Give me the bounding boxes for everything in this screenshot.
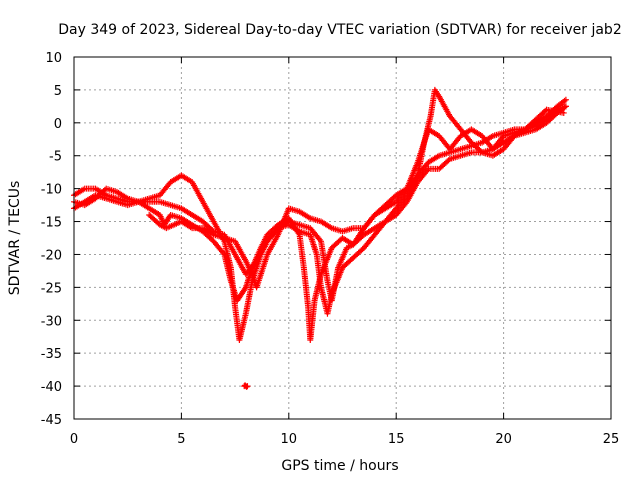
y-tick-label: 10 bbox=[45, 51, 62, 66]
grid-layer bbox=[74, 57, 611, 419]
x-tick-label: 15 bbox=[388, 432, 405, 447]
y-tick-label: -5 bbox=[49, 150, 62, 165]
series-track-d bbox=[146, 106, 567, 291]
x-tick-label: 5 bbox=[177, 432, 185, 447]
x-tick-label: 25 bbox=[603, 432, 620, 447]
marks-layer bbox=[71, 86, 569, 390]
series-track-a bbox=[71, 103, 569, 344]
x-tick-label: 20 bbox=[495, 432, 512, 447]
data-point bbox=[560, 109, 567, 116]
data-point bbox=[445, 157, 452, 164]
ticks-layer: 0 5 10 15 20 25 10 5 0 -5 -10 -15 -20 -25 -30 -35 -40 -45 bbox=[41, 51, 620, 447]
y-tick-label: -25 bbox=[41, 281, 62, 296]
x-axis-label: GPS time / hours bbox=[281, 458, 398, 474]
y-tick-label: 5 bbox=[54, 84, 62, 99]
series-track-b bbox=[71, 86, 569, 344]
y-tick-label: -45 bbox=[41, 413, 62, 428]
y-tick-label: -35 bbox=[41, 347, 62, 362]
y-tick-label: -20 bbox=[41, 248, 62, 263]
x-tick-label: 10 bbox=[281, 432, 298, 447]
data-point bbox=[243, 383, 250, 390]
data-point bbox=[562, 96, 569, 103]
y-tick-label: -30 bbox=[41, 314, 62, 329]
plot-frame bbox=[73, 56, 612, 420]
y-tick-label: -15 bbox=[41, 216, 62, 231]
chart-title: Day 349 of 2023, Sidereal Day-to-day VTE… bbox=[58, 22, 621, 38]
data-point bbox=[244, 383, 251, 390]
y-tick-label: -10 bbox=[41, 183, 62, 198]
y-tick-label: 0 bbox=[54, 117, 62, 132]
data-point bbox=[562, 103, 569, 110]
y-tick-label: -40 bbox=[41, 380, 62, 395]
x-tick-label: 0 bbox=[70, 432, 78, 447]
series-track-e bbox=[241, 382, 251, 390]
y-axis-label: SDTVAR / TECUs bbox=[7, 181, 23, 296]
